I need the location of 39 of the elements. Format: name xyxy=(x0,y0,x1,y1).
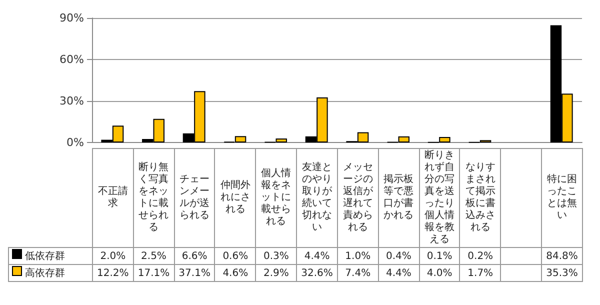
data-label: 1.7% xyxy=(460,264,501,282)
data-label: 12.2% xyxy=(92,264,134,282)
x-tick-label: 個人情報をネットに載せられる xyxy=(256,148,297,248)
data-label: 0.6% xyxy=(214,248,256,264)
data-label: 32.6% xyxy=(296,264,338,282)
y-tick-label: 90% xyxy=(60,12,84,24)
x-tick-label: 断りきれず自分の写真を送ったり個人情報を教える xyxy=(419,148,460,248)
data-label: 37.1% xyxy=(174,264,215,282)
x-tick-label: 友達とのやり取りが続いて切れない xyxy=(296,148,338,248)
data-label: 1.0% xyxy=(337,248,378,264)
data-label: 17.1% xyxy=(133,264,174,282)
x-tick-label: メッセージの返信が遅れて責められる xyxy=(337,148,378,248)
data-label: 6.6% xyxy=(174,248,215,264)
y-tick-label: 0% xyxy=(66,136,84,149)
x-tick-label: チェーンメールが送られる xyxy=(174,148,215,248)
y-tick-label: 60% xyxy=(60,53,84,66)
x-tick-label: なりすまされて掲示板に書込みされる xyxy=(460,148,501,248)
data-label: 0.4% xyxy=(378,248,420,264)
x-tick-label: 不正請求 xyxy=(92,148,134,248)
x-tick-label: 特に困ったことは無い xyxy=(542,148,582,248)
x-tick-label: 掲示板等で悪口が書かれる xyxy=(378,148,420,248)
data-label: 2.0% xyxy=(92,248,134,264)
data-label: 4.6% xyxy=(214,264,256,282)
data-label: 4.4% xyxy=(378,264,420,282)
data-label: 0.2% xyxy=(460,248,501,264)
data-label: 4.4% xyxy=(296,248,338,264)
data-label: 35.3% xyxy=(542,264,582,282)
y-tick-label: 30% xyxy=(60,94,84,108)
data-label: 4.0% xyxy=(419,264,460,282)
legend-label: 高依存群 xyxy=(8,264,92,282)
data-label: 2.9% xyxy=(256,264,297,282)
data-label: 7.4% xyxy=(337,264,378,282)
data-label: 0.3% xyxy=(256,248,297,264)
data-label: 84.8% xyxy=(542,248,582,264)
legend-label: 低依存群 xyxy=(8,248,92,264)
x-tick-label: 断り無く写真をネットに載せられる xyxy=(133,148,174,248)
data-label: 2.5% xyxy=(133,248,174,264)
x-tick-label: 仲間外れにされる xyxy=(214,148,256,248)
data-label: 0.1% xyxy=(419,248,460,264)
